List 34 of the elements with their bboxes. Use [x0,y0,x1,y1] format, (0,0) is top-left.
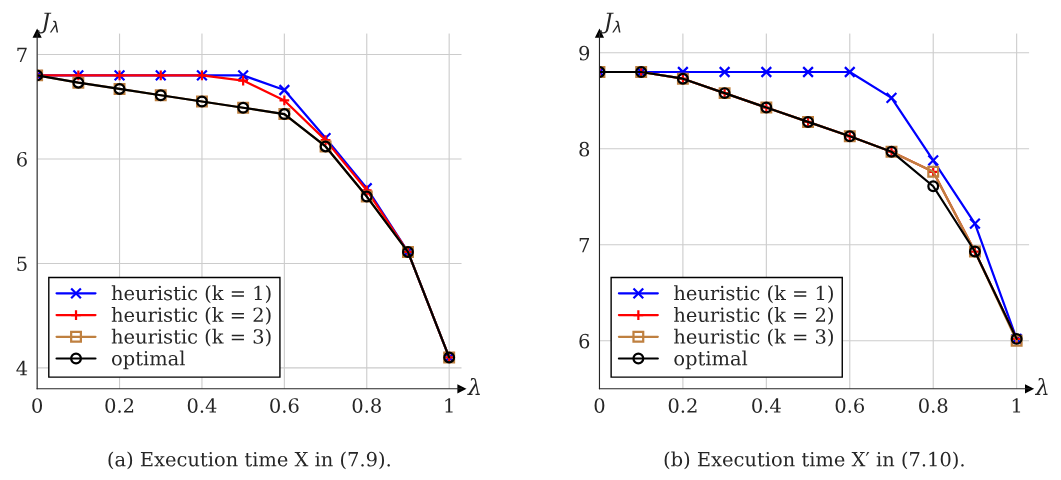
x-tick-label: 0 [594,398,605,413]
x-tick-label: 0.4 [187,398,217,413]
y-tick-label: 4 [16,360,28,376]
legend-label: heuristic (k = 3) [111,328,271,347]
y-axis-title: J$_{λ}$ [37,12,59,34]
y-tick-label: 9 [579,45,590,61]
legend-label: optimal [111,350,185,370]
x-axis-title: λ [1034,377,1048,395]
y-tick-label: 8 [579,141,590,157]
legend-label: heuristic (k = 3) [674,328,833,347]
y-tick-label: 6 [17,151,27,167]
y-tick-label: 7 [579,238,590,253]
x-tick-label: 0.6 [835,398,865,413]
x-tick-label: 1 [1012,398,1021,413]
x-tick-label: 0.4 [752,398,781,413]
y-tick-label: 7 [17,47,27,62]
x-tick-label: 1 [445,398,453,413]
text: (b) Execution time X′ in (7.10). [664,451,964,470]
text: (a) Execution time X in (7.9). [108,451,390,470]
legend-label: heuristic (k = 1) [111,285,271,304]
x-axis-title: λ [467,377,480,395]
y-axis-title: J$_{λ}$ [600,12,621,34]
y-tick-label: 6 [579,333,590,349]
x-tick-label: 0.2 [105,398,134,413]
legend-label: heuristic (k = 2) [111,307,271,325]
x-tick-label: 0.8 [919,398,948,413]
legend-label: heuristic (k = 2) [674,307,833,325]
x-tick-label: 0.8 [352,398,381,413]
x-tick-label: 0.2 [668,398,697,413]
x-tick-label: 0.6 [270,398,299,413]
legend-label: heuristic (k = 1) [674,285,833,304]
legend-label: optimal [674,350,748,370]
y-tick-label: 5 [17,256,27,272]
x-tick-label: 0 [32,398,43,413]
